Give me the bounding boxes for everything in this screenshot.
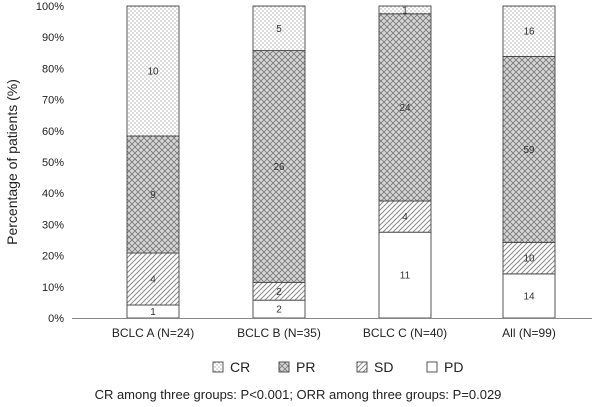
bar-bclc-c-n-40-pd: [378, 231, 432, 319]
data-label-bclc-b-n-35-cr: 5: [276, 24, 282, 35]
data-label-bclc-c-n-40-cr: 1: [402, 5, 408, 16]
y-tick-label-30: 30%: [42, 219, 64, 231]
y-tick-label-60: 60%: [42, 126, 64, 138]
legend-swatch-pr: [278, 361, 290, 373]
data-label-all-n-99-cr: 16: [523, 27, 535, 38]
legend-label-pd: PD: [444, 359, 463, 375]
x-category-label-bclc-c-n-40: BCLC C (N=40): [363, 326, 447, 340]
data-label-all-n-99-pd: 14: [523, 291, 535, 302]
y-tick-label-90: 90%: [42, 32, 64, 44]
x-axis-categories: BCLC A (N=24) BCLC B (N=35) BCLC C (N=40) A…: [112, 326, 556, 340]
data-label-bclc-c-n-40-pd: 11: [400, 271, 411, 282]
legend-label-sd: SD: [374, 359, 393, 375]
x-category-label-bclc-a-n-24: BCLC A (N=24): [112, 326, 194, 340]
data-label-bclc-a-n-24-sd: 4: [150, 275, 156, 286]
legend-swatch-cr: [212, 361, 224, 373]
bar-bclc-c-n-40-cr: [378, 5, 432, 15]
data-label-all-n-99-sd: 10: [523, 254, 535, 265]
data-label-bclc-a-n-24-pd: 1: [150, 307, 156, 318]
y-axis-ticks: 0% 10% 20% 30% 40% 50% 60% 70% 80% 90% 100%: [36, 1, 64, 325]
footnote: CR among three groups: P<0.001; ORR amon…: [95, 387, 502, 402]
y-tick-label-70: 70%: [42, 95, 64, 107]
x-category-label-bclc-b-n-35: BCLC B (N=35): [237, 326, 321, 340]
legend-label-cr: CR: [230, 359, 250, 375]
legend-swatch-pd: [426, 361, 438, 373]
data-label-bclc-a-n-24-pr: 9: [150, 190, 156, 201]
data-label-all-n-99-pr: 59: [523, 145, 535, 156]
y-tick-label-10: 10%: [42, 282, 64, 294]
y-tick-label-40: 40%: [42, 188, 64, 200]
bar-all-n-99-pd: [502, 273, 556, 319]
legend: CR PR SD PD: [212, 359, 463, 375]
data-label-bclc-b-n-35-pd: 2: [276, 305, 282, 316]
y-tick-label-20: 20%: [42, 251, 64, 263]
data-label-bclc-c-n-40-sd: 4: [402, 212, 408, 223]
bar-all-n-99-cr: [502, 5, 556, 57]
data-label-bclc-b-n-35-pr: 26: [273, 162, 285, 173]
bar-bclc-c-n-40-pr: [378, 13, 432, 202]
legend-label-pr: PR: [296, 359, 315, 375]
bar-all-n-99-pr: [502, 55, 556, 243]
y-axis-title-group: Percentage of patients (%): [4, 79, 20, 245]
data-label-bclc-b-n-35-sd: 2: [276, 287, 282, 298]
y-tick-label-100: 100%: [36, 1, 64, 13]
data-label-bclc-a-n-24-cr: 10: [147, 67, 159, 78]
bar-bclc-a-n-24-sd: [126, 252, 180, 306]
legend-swatch-sd: [356, 361, 368, 373]
bar-bclc-a-n-24-cr: [126, 5, 180, 137]
y-tick-label-80: 80%: [42, 63, 64, 75]
y-tick-label-50: 50%: [42, 157, 64, 169]
y-tick-label-0: 0%: [48, 313, 64, 325]
data-label-bclc-c-n-40-pr: 24: [399, 103, 411, 114]
bar-all-n-99-sd: [502, 241, 556, 275]
bar-bclc-b-n-35-pr: [252, 50, 306, 283]
y-axis-title: Percentage of patients (%): [4, 79, 20, 245]
x-category-label-all-n-99: All (N=99): [502, 326, 556, 340]
bar-bclc-b-n-35-cr: [252, 5, 306, 52]
